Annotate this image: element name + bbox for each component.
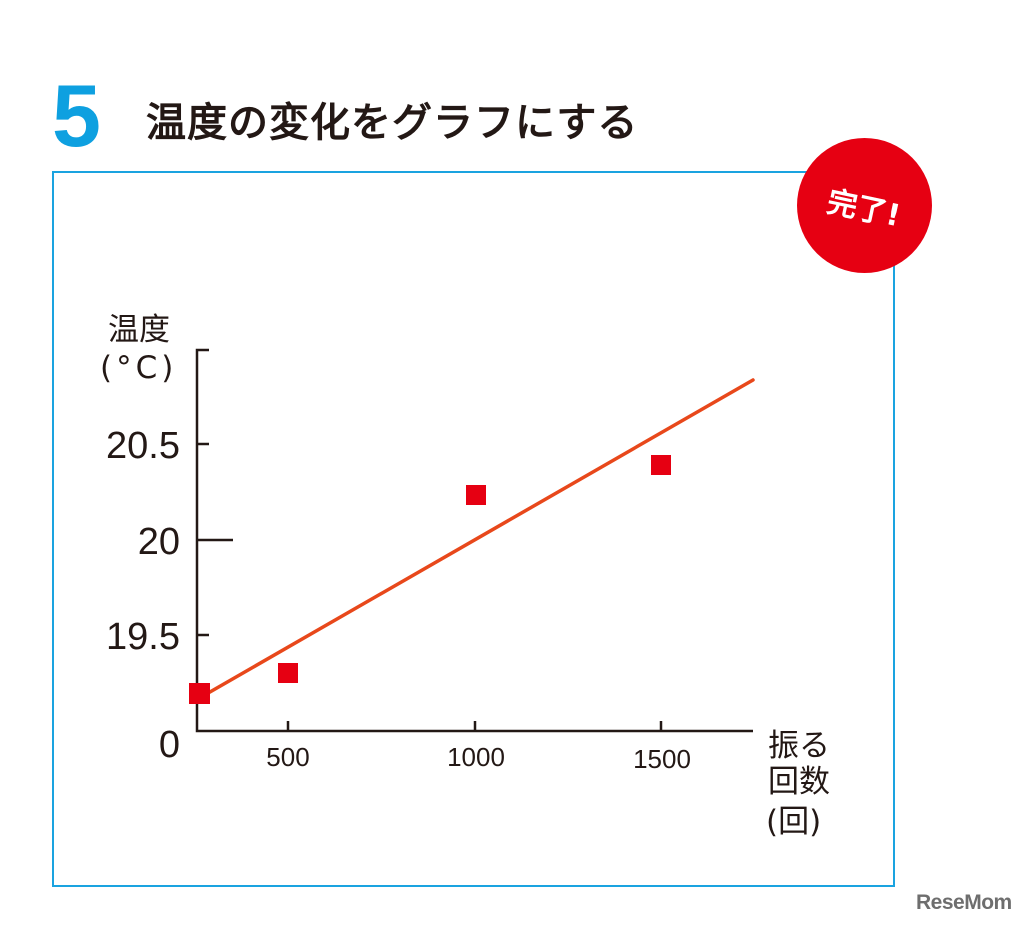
x-axis-label: 振る (768, 728, 830, 764)
data-point-1000 (466, 485, 486, 505)
x-axis-label: 回数 (768, 764, 830, 800)
trend-line (194, 378, 755, 702)
x-tick-label: 1000 (447, 742, 505, 772)
chart-frame (52, 171, 895, 887)
x-tick-label: 500 (266, 742, 309, 772)
complete-badge-label: 完了! (824, 184, 904, 234)
data-point-0 (189, 683, 210, 704)
step-number: 5 (52, 66, 101, 165)
y-tick-label: 19.5 (106, 616, 180, 658)
complete-badge: 完了! (797, 138, 932, 273)
resemom-logo: ReseMom (916, 891, 1012, 914)
data-point-500 (278, 663, 298, 683)
y-tick-label: 0 (159, 724, 180, 766)
y-axis-label: 温度 (108, 312, 170, 348)
x-axis-unit: (回) (766, 804, 821, 840)
y-tick-label: 20 (138, 521, 180, 563)
x-tick-label: 1500 (633, 744, 691, 774)
y-axis-unit: (°C) (100, 350, 177, 386)
y-tick-label: 20.5 (106, 425, 180, 467)
data-point-1500 (651, 455, 671, 475)
page-title: 温度の変化をグラフにする (146, 100, 639, 146)
